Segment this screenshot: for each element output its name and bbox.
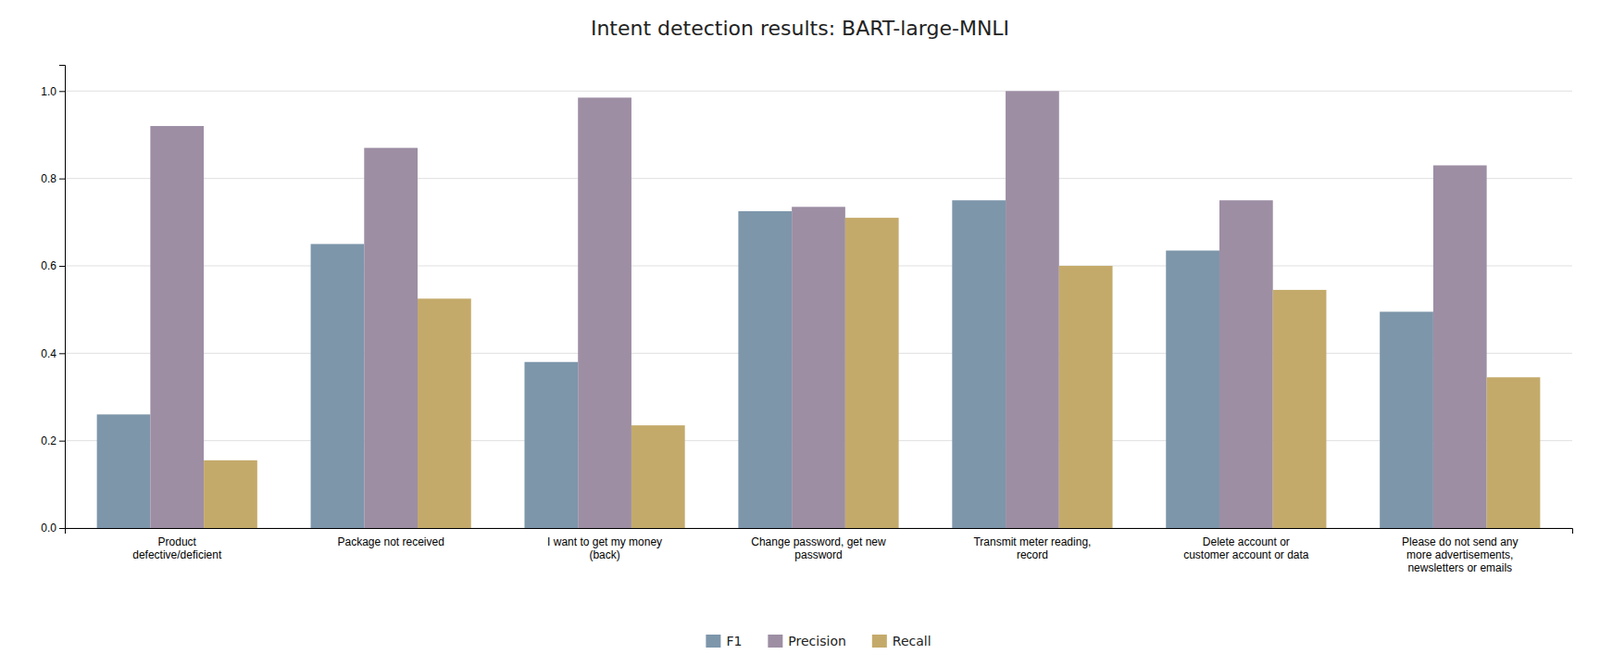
bar bbox=[311, 243, 365, 528]
grid-line bbox=[64, 177, 1573, 179]
x-tick-label-line: (back) bbox=[588, 548, 620, 562]
bar bbox=[524, 362, 578, 528]
x-tick-label: Productdefective/deficient bbox=[132, 535, 223, 562]
bar bbox=[737, 211, 792, 528]
x-tick-label-line: password bbox=[794, 548, 842, 562]
legend-swatch bbox=[767, 634, 783, 648]
legend-item: Recall bbox=[872, 633, 932, 649]
bar bbox=[631, 425, 686, 528]
x-tick: Package not received bbox=[337, 535, 444, 549]
bar bbox=[1487, 376, 1541, 528]
bar bbox=[203, 460, 258, 528]
legend-swatch bbox=[705, 634, 721, 648]
bar bbox=[1059, 265, 1113, 528]
x-tick-label-line: Transmit meter reading, bbox=[973, 535, 1091, 549]
legend-label: Recall bbox=[892, 633, 932, 649]
bar bbox=[791, 206, 846, 528]
grid-line bbox=[64, 90, 1573, 92]
x-tick-label-line: I want to get my money bbox=[547, 535, 663, 549]
x-tick-label-line: Change password, get new bbox=[750, 535, 887, 549]
y-tick: 0.2 bbox=[40, 434, 65, 448]
bar bbox=[1219, 200, 1274, 528]
plot-area: 0.0 0.2 0.4 0.6 0.8 1.0 Productdefective/defic… bbox=[40, 65, 1573, 575]
bar bbox=[845, 217, 900, 528]
bar-series bbox=[203, 217, 1540, 528]
bar bbox=[97, 413, 151, 528]
x-tick: I want to get my money(back) bbox=[547, 535, 663, 562]
bar bbox=[363, 148, 418, 528]
x-tick-label-line: Package not received bbox=[337, 535, 444, 549]
y-tick-mark bbox=[59, 440, 65, 442]
legend-item: Precision bbox=[767, 633, 846, 649]
chart-svg: Intent detection results: BART-large-MNL… bbox=[0, 0, 1600, 667]
y-tick: 1.0 bbox=[40, 85, 65, 99]
y-tick: 0.0 bbox=[40, 521, 65, 535]
x-tick-label-line: customer account or data bbox=[1183, 548, 1310, 562]
x-tick: Change password, get newpassword bbox=[750, 535, 887, 562]
x-tick-label: Change password, get newpassword bbox=[750, 535, 887, 562]
y-tick-label: 0.8 bbox=[40, 172, 57, 186]
y-axis-line bbox=[59, 65, 66, 529]
y-tick-label: 0.4 bbox=[40, 347, 57, 361]
x-tick-label-line: defective/deficient bbox=[132, 548, 223, 562]
bar-series bbox=[150, 90, 1487, 528]
y-tick-mark bbox=[59, 178, 65, 180]
bar bbox=[577, 97, 632, 528]
x-tick-label: Transmit meter reading,record bbox=[973, 535, 1091, 562]
bar bbox=[1379, 312, 1434, 528]
x-tick-label: Please do not send anymore advertisement… bbox=[1401, 535, 1518, 575]
y-tick: 0.4 bbox=[40, 347, 65, 361]
grid bbox=[64, 90, 1573, 528]
legend-item: F1 bbox=[705, 633, 742, 649]
bar bbox=[150, 125, 204, 528]
x-tick-label: Delete account orcustomer account or dat… bbox=[1183, 535, 1310, 562]
x-tick-label-line: record bbox=[1016, 548, 1049, 562]
bar-series bbox=[97, 200, 1434, 528]
x-tick-label-line: newsletters or emails bbox=[1407, 561, 1513, 575]
x-axis: Productdefective/deficient Package not re… bbox=[65, 528, 1574, 575]
x-tick-label-line: Delete account or bbox=[1202, 535, 1290, 549]
legend: F1 Precision Recall bbox=[705, 633, 931, 649]
legend-label: Precision bbox=[787, 633, 846, 649]
y-tick-label: 0.0 bbox=[40, 521, 57, 535]
x-tick: Productdefective/deficient bbox=[132, 535, 223, 562]
x-tick-label-line: Please do not send any bbox=[1401, 535, 1518, 549]
bar bbox=[1433, 164, 1488, 528]
y-tick: 0.8 bbox=[40, 172, 65, 186]
x-tick-label-line: more advertisements, bbox=[1406, 548, 1513, 562]
y-tick-label: 0.2 bbox=[40, 434, 57, 448]
bar bbox=[1273, 289, 1327, 528]
x-axis-line bbox=[65, 528, 1574, 535]
y-tick: 0.6 bbox=[40, 259, 65, 273]
y-tick-label: 0.6 bbox=[40, 259, 57, 273]
x-tick: Transmit meter reading,record bbox=[973, 535, 1091, 562]
x-tick-label-line: Product bbox=[158, 535, 198, 549]
bar bbox=[951, 200, 1006, 528]
y-tick-mark bbox=[59, 352, 65, 354]
x-tick-label: I want to get my money(back) bbox=[547, 535, 663, 562]
bars bbox=[97, 90, 1541, 528]
x-tick: Please do not send anymore advertisement… bbox=[1401, 535, 1518, 575]
legend-label: F1 bbox=[725, 633, 742, 649]
y-tick-mark bbox=[59, 527, 65, 529]
bar bbox=[417, 298, 472, 528]
y-tick-mark bbox=[59, 90, 65, 92]
x-tick: Delete account orcustomer account or dat… bbox=[1183, 535, 1310, 562]
y-tick-label: 1.0 bbox=[40, 85, 57, 99]
y-tick-mark bbox=[59, 265, 65, 267]
legend-swatch bbox=[872, 634, 888, 648]
bar bbox=[1165, 250, 1220, 528]
chart-title: Intent detection results: BART-large-MNL… bbox=[590, 16, 1010, 40]
y-axis: 0.0 0.2 0.4 0.6 0.8 1.0 bbox=[40, 65, 65, 536]
x-tick-label: Package not received bbox=[337, 535, 444, 549]
bar bbox=[1005, 90, 1060, 528]
